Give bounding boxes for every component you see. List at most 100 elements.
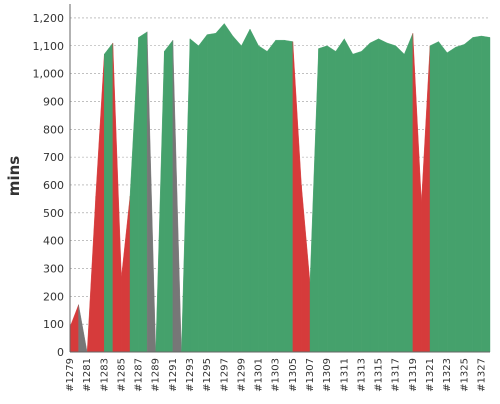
area-segment-1310[interactable] <box>326 45 336 353</box>
area-segment-1298[interactable] <box>224 22 234 353</box>
data-point-1322[interactable] <box>437 40 441 44</box>
data-point-1308[interactable] <box>317 47 321 51</box>
x-tick-label: #1303 <box>271 358 282 392</box>
data-point-1310[interactable] <box>334 49 338 53</box>
area-segment-1327[interactable] <box>472 35 482 353</box>
area-segment-1282[interactable] <box>86 196 96 353</box>
area-segment-1294[interactable] <box>189 38 199 353</box>
area-segment-1326[interactable] <box>464 36 474 353</box>
data-point-1313[interactable] <box>359 49 363 53</box>
area-segment-1295[interactable] <box>198 34 208 353</box>
area-segment-1291[interactable] <box>164 39 174 353</box>
data-point-1323[interactable] <box>445 51 449 55</box>
data-point-1298[interactable] <box>231 34 235 38</box>
data-point-1306[interactable] <box>299 183 303 187</box>
area-segment-1315[interactable] <box>369 38 379 353</box>
area-segment-1289[interactable] <box>146 31 156 353</box>
area-segment-1305[interactable] <box>284 39 294 353</box>
area-segment-1317[interactable] <box>386 42 396 353</box>
data-point-1302[interactable] <box>265 49 269 53</box>
data-point-1319[interactable] <box>411 31 415 35</box>
area-segment-1284[interactable] <box>104 42 114 353</box>
area-segment-1321[interactable] <box>421 45 431 353</box>
data-point-1315[interactable] <box>377 37 381 41</box>
data-point-1317[interactable] <box>394 44 398 48</box>
data-point-1324[interactable] <box>454 45 458 49</box>
area-segment-1286[interactable] <box>121 196 131 353</box>
y-axis-label: mins <box>5 156 23 196</box>
area-segment-1323[interactable] <box>438 40 448 353</box>
x-tick-label: #1301 <box>254 358 265 392</box>
data-point-1296[interactable] <box>214 31 218 35</box>
data-point-1321[interactable] <box>428 44 432 48</box>
data-point-1280[interactable] <box>77 303 81 307</box>
data-point-1282[interactable] <box>94 194 98 198</box>
data-point-1327[interactable] <box>479 34 483 38</box>
data-point-1320[interactable] <box>419 200 423 204</box>
area-segment-1309[interactable] <box>318 45 328 353</box>
area-segment-1308[interactable] <box>309 48 319 353</box>
data-point-1293[interactable] <box>188 37 192 41</box>
area-segment-1318[interactable] <box>395 45 405 353</box>
area-segment-1281[interactable] <box>78 304 88 353</box>
data-point-1286[interactable] <box>128 194 132 198</box>
data-point-1312[interactable] <box>351 52 355 56</box>
data-point-1287[interactable] <box>137 35 141 39</box>
area-segment-1300[interactable] <box>241 28 251 353</box>
data-point-1295[interactable] <box>205 33 209 37</box>
data-point-1284[interactable] <box>111 41 115 45</box>
data-point-1318[interactable] <box>402 52 406 56</box>
area-segment-1301[interactable] <box>249 28 259 353</box>
area-segment-1322[interactable] <box>429 41 439 353</box>
area-segment-1290[interactable] <box>155 51 165 353</box>
area-segment-1324[interactable] <box>446 46 456 353</box>
area-segment-1296[interactable] <box>206 32 216 353</box>
data-point-1314[interactable] <box>368 41 372 45</box>
x-tick-label: #1327 <box>476 358 487 392</box>
data-point-1300[interactable] <box>248 27 252 31</box>
y-tick-labels: 0 100 200 300 400 500 600 700 800 900 1,000 1,100 1,… <box>33 12 65 359</box>
area-segment-1313[interactable] <box>352 51 362 353</box>
area-segment-1320[interactable] <box>412 33 422 353</box>
data-point-1285[interactable] <box>119 275 123 279</box>
data-point-1290[interactable] <box>162 49 166 53</box>
data-point-1303[interactable] <box>274 38 278 42</box>
area-segment-1307[interactable] <box>301 184 311 353</box>
area-segment-1304[interactable] <box>275 39 285 353</box>
area-segment-1288[interactable] <box>138 31 148 353</box>
data-point-1288[interactable] <box>145 30 149 34</box>
data-point-1291[interactable] <box>171 38 175 42</box>
data-point-1328[interactable] <box>488 35 492 39</box>
data-point-1309[interactable] <box>325 44 329 48</box>
area-segment-1299[interactable] <box>232 35 242 353</box>
area-segment-1285[interactable] <box>112 42 122 353</box>
data-point-1311[interactable] <box>342 37 346 41</box>
area-segment-1319[interactable] <box>404 33 414 353</box>
data-point-1294[interactable] <box>197 44 201 48</box>
area-segment-1302[interactable] <box>258 45 268 353</box>
data-point-1304[interactable] <box>282 38 286 42</box>
area-segment-1316[interactable] <box>378 38 388 353</box>
data-point-1325[interactable] <box>462 42 466 46</box>
area-segment-1312[interactable] <box>344 38 354 353</box>
data-point-1305[interactable] <box>291 40 295 44</box>
x-tick-label: #1325 <box>459 358 470 392</box>
x-tick-label: #1309 <box>322 358 333 392</box>
area-segment-1303[interactable] <box>266 39 276 353</box>
area-segment-1328[interactable] <box>481 35 491 353</box>
data-point-1297[interactable] <box>222 21 226 25</box>
area-segment-1283[interactable] <box>95 54 105 353</box>
area-segment-1306[interactable] <box>292 41 302 353</box>
data-point-1301[interactable] <box>257 44 261 48</box>
data-point-1283[interactable] <box>102 52 106 56</box>
data-point-1299[interactable] <box>239 44 243 48</box>
area-segment-1297[interactable] <box>215 22 225 353</box>
area-segment-1293[interactable] <box>181 38 191 353</box>
area-segment-1292[interactable] <box>172 40 182 353</box>
data-point-1326[interactable] <box>471 35 475 39</box>
area-segment-1325[interactable] <box>455 44 465 353</box>
area-segment-1314[interactable] <box>361 42 371 353</box>
data-point-1316[interactable] <box>385 41 389 45</box>
data-point-1307[interactable] <box>308 280 312 284</box>
area-segment-1311[interactable] <box>335 38 345 353</box>
